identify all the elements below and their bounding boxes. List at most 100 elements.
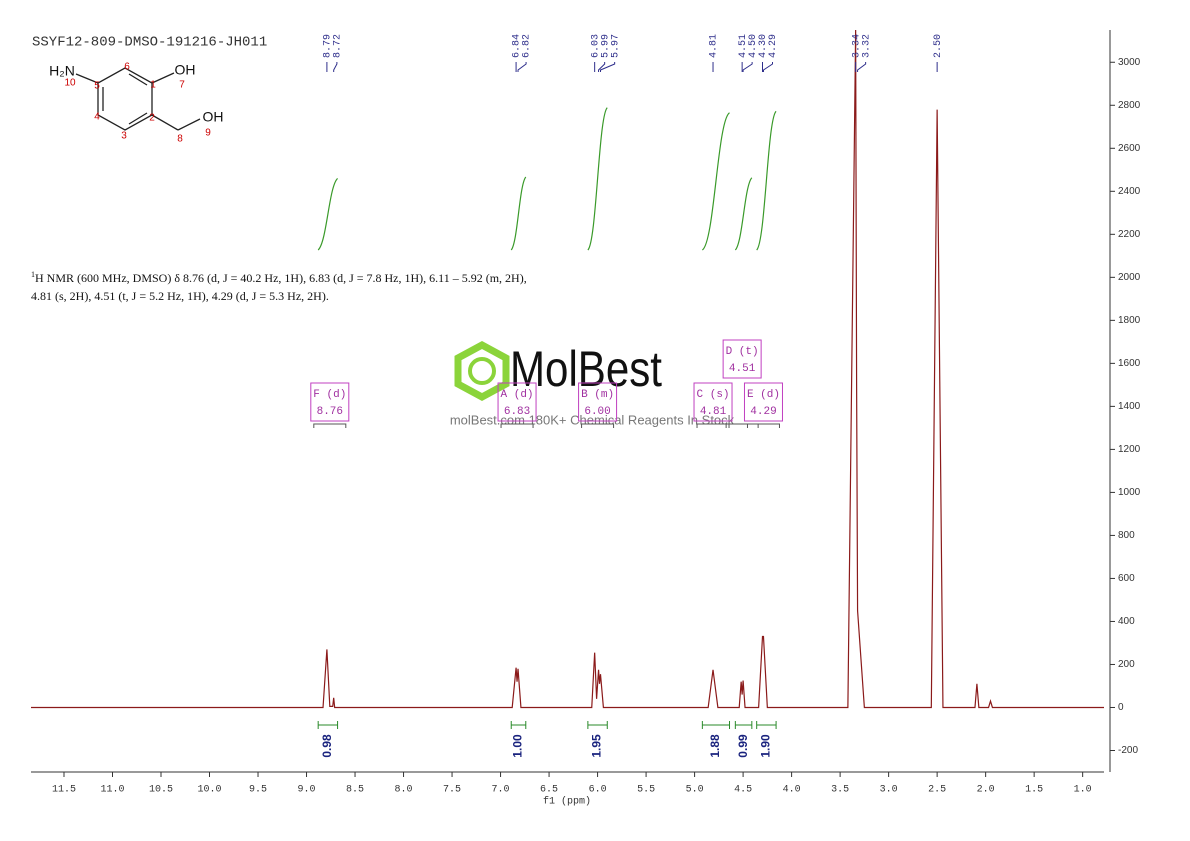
integral-curve [317, 178, 339, 251]
x-tick-label: 10.0 [198, 785, 222, 796]
integral-curve [510, 176, 527, 251]
peak-label: 6.84 [512, 34, 523, 58]
x-tick-label: 9.0 [298, 785, 316, 796]
integral-label: 1.00 [511, 734, 525, 758]
logo-ring [468, 357, 496, 385]
multiplet-bracket [500, 423, 534, 428]
y-tick-label: 1600 [1118, 358, 1141, 369]
bond [75, 73, 99, 84]
bond [151, 72, 175, 84]
atom-label: 9 [205, 128, 211, 139]
peak-label: 5.99 [600, 34, 611, 58]
peak-leader [742, 62, 753, 72]
bond [151, 114, 179, 131]
y-tick-label: 2800 [1118, 100, 1141, 111]
x-tick-label: 7.0 [492, 785, 510, 796]
multiplet-bracket [725, 423, 759, 428]
y-tick-label: 200 [1118, 659, 1135, 670]
multiplet-name: C (s) [697, 389, 730, 401]
ring [97, 67, 153, 131]
peak-leader [599, 62, 616, 72]
multiplet-box [693, 382, 733, 422]
multiplet-bracket [581, 423, 615, 428]
multiplet-box [743, 382, 783, 422]
multiplet-bracket [696, 423, 730, 428]
peak-label: 6.82 [522, 34, 533, 58]
x-tick-label: 11.0 [100, 785, 124, 796]
peak-label: 4.51 [738, 34, 749, 58]
x-tick-label: 4.5 [734, 785, 752, 796]
y-tick-label: -200 [1118, 745, 1138, 756]
watermark-brand: MolBest [510, 341, 662, 397]
x-tick-label: 10.5 [149, 785, 173, 796]
x-tick-label: 9.5 [249, 785, 267, 796]
peak-label: 4.29 [768, 34, 779, 58]
y-tick-label: 0 [1118, 702, 1124, 713]
description-line: 1H NMR (600 MHz, DMSO) δ 8.76 (d, J = 40… [31, 270, 527, 285]
integral-label: 0.98 [320, 734, 334, 758]
superscript: 1 [31, 270, 35, 279]
y-tick-label: 600 [1118, 573, 1135, 584]
double-bond [128, 112, 148, 125]
integral-label: 1.90 [759, 734, 773, 758]
x-tick-label: 11.5 [52, 785, 76, 796]
multiplet-shift: 8.76 [317, 406, 343, 418]
peak-label: 3.34 [851, 34, 862, 58]
atom-label: 10 [64, 78, 76, 89]
double-bond [128, 73, 148, 86]
x-tick-label: 5.5 [637, 785, 655, 796]
atom-label: H₂N [49, 63, 75, 79]
integral-curve [756, 110, 777, 251]
multiplet-bracket [746, 423, 780, 428]
atom-label: 7 [179, 80, 185, 91]
y-tick-label: 2200 [1118, 229, 1141, 240]
integral-bracket [317, 721, 339, 729]
peak-leader [598, 62, 606, 72]
x-tick-label: 7.5 [443, 785, 461, 796]
peak-label: 2.50 [933, 34, 944, 58]
multiplet-box [310, 382, 350, 422]
integral-bracket [701, 721, 731, 729]
integral-curve [734, 177, 753, 251]
multiplet-box [722, 339, 762, 379]
integral-curve [587, 107, 608, 251]
atom-label: OH [175, 62, 196, 78]
y-tick-label: 1200 [1118, 444, 1141, 455]
x-axis-label: f1 (ppm) [543, 796, 591, 808]
molecule [75, 67, 201, 131]
multiplet-box [497, 382, 537, 422]
atom-label: 1 [150, 80, 156, 91]
atom-label: 6 [124, 62, 130, 73]
multiplet-box [578, 382, 618, 422]
y-tick-label: 3000 [1118, 57, 1141, 68]
x-tick-label: 5.0 [686, 785, 704, 796]
y-tick-label: 2000 [1118, 272, 1141, 283]
multiplet-name: F (d) [313, 389, 346, 401]
multiplet-name: A (d) [501, 389, 534, 401]
y-tick-label: 2600 [1118, 143, 1141, 154]
multiplet-bracket [313, 423, 347, 428]
y-tick-label: 1800 [1118, 315, 1141, 326]
multiplet-name: B (m) [581, 389, 614, 401]
x-tick-label: 4.0 [783, 785, 801, 796]
x-tick-label: 1.5 [1025, 785, 1043, 796]
integral-bracket [756, 721, 777, 729]
y-tick-label: 400 [1118, 616, 1135, 627]
peak-label: 4.30 [758, 34, 769, 58]
x-tick-label: 8.5 [346, 785, 364, 796]
peak-label: 4.81 [709, 34, 720, 58]
bond [177, 118, 201, 131]
peak-leader [517, 62, 527, 72]
integral-label: 0.99 [736, 734, 750, 758]
x-tick-label: 3.0 [880, 785, 898, 796]
peak-label: 5.97 [610, 34, 621, 58]
y-tick-label: 2400 [1118, 186, 1141, 197]
integral-label: 1.95 [590, 734, 604, 758]
peak-leader [857, 62, 867, 72]
description-line: 4.81 (s, 2H), 4.51 (t, J = 5.2 Hz, 1H), … [31, 289, 329, 303]
peak-leader [333, 62, 338, 72]
multiplet-shift: 6.00 [584, 406, 610, 418]
chart-title: SSYF12-809-DMSO-191216-JH011 [32, 35, 267, 51]
multiplet-name: D (t) [726, 346, 759, 358]
